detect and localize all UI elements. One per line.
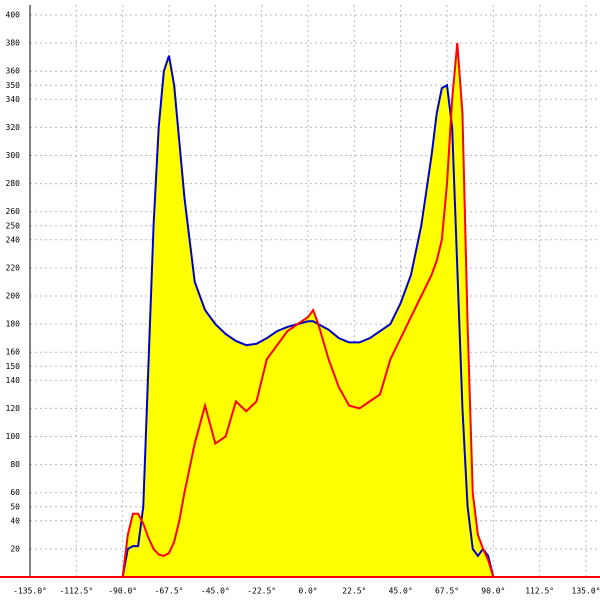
x-tick-label: -67.5° bbox=[155, 587, 184, 596]
y-tick-label: 80 bbox=[10, 460, 20, 469]
x-tick-label: -22.5° bbox=[247, 587, 276, 596]
y-tick-label: 180 bbox=[6, 320, 21, 329]
x-tick-label: -90.0° bbox=[108, 587, 137, 596]
y-tick-label: 400 bbox=[6, 11, 21, 20]
y-tick-label: 280 bbox=[6, 179, 21, 188]
x-tick-label: 45.0° bbox=[389, 587, 413, 596]
y-tick-label: 40 bbox=[10, 516, 20, 525]
y-tick-label: 60 bbox=[10, 488, 20, 497]
x-tick-label: -45.0° bbox=[201, 587, 230, 596]
y-tick-label: 350 bbox=[6, 81, 21, 90]
y-tick-label: 250 bbox=[6, 221, 21, 230]
y-tick-label: 320 bbox=[6, 123, 21, 132]
x-tick-label: 135.0° bbox=[572, 587, 600, 596]
y-tick-label: 360 bbox=[6, 67, 21, 76]
y-tick-label: 380 bbox=[6, 39, 21, 48]
x-tick-label: 0.0° bbox=[298, 587, 317, 596]
x-tick-label: 90.0° bbox=[481, 587, 505, 596]
y-tick-label: 340 bbox=[6, 95, 21, 104]
y-tick-label: 240 bbox=[6, 235, 21, 244]
y-tick-label: 150 bbox=[6, 362, 21, 371]
y-tick-label: 120 bbox=[6, 404, 21, 413]
y-tick-label: 300 bbox=[6, 151, 21, 160]
y-tick-label: 160 bbox=[6, 348, 21, 357]
x-tick-label: 112.5° bbox=[525, 587, 554, 596]
y-tick-label: 140 bbox=[6, 376, 21, 385]
y-tick-label: 200 bbox=[6, 292, 21, 301]
y-tick-label: 50 bbox=[10, 502, 20, 511]
y-tick-label: 20 bbox=[10, 544, 20, 553]
y-tick-label: 100 bbox=[6, 432, 21, 441]
x-tick-label: -135.0° bbox=[13, 587, 47, 596]
x-tick-label: 22.5° bbox=[342, 587, 366, 596]
line bbox=[121, 43, 495, 578]
y-tick-label: 220 bbox=[6, 263, 21, 272]
x-tick-label: -112.5° bbox=[59, 587, 93, 596]
y-tick-label: 260 bbox=[6, 207, 21, 216]
x-tick-label: 67.5° bbox=[435, 587, 459, 596]
